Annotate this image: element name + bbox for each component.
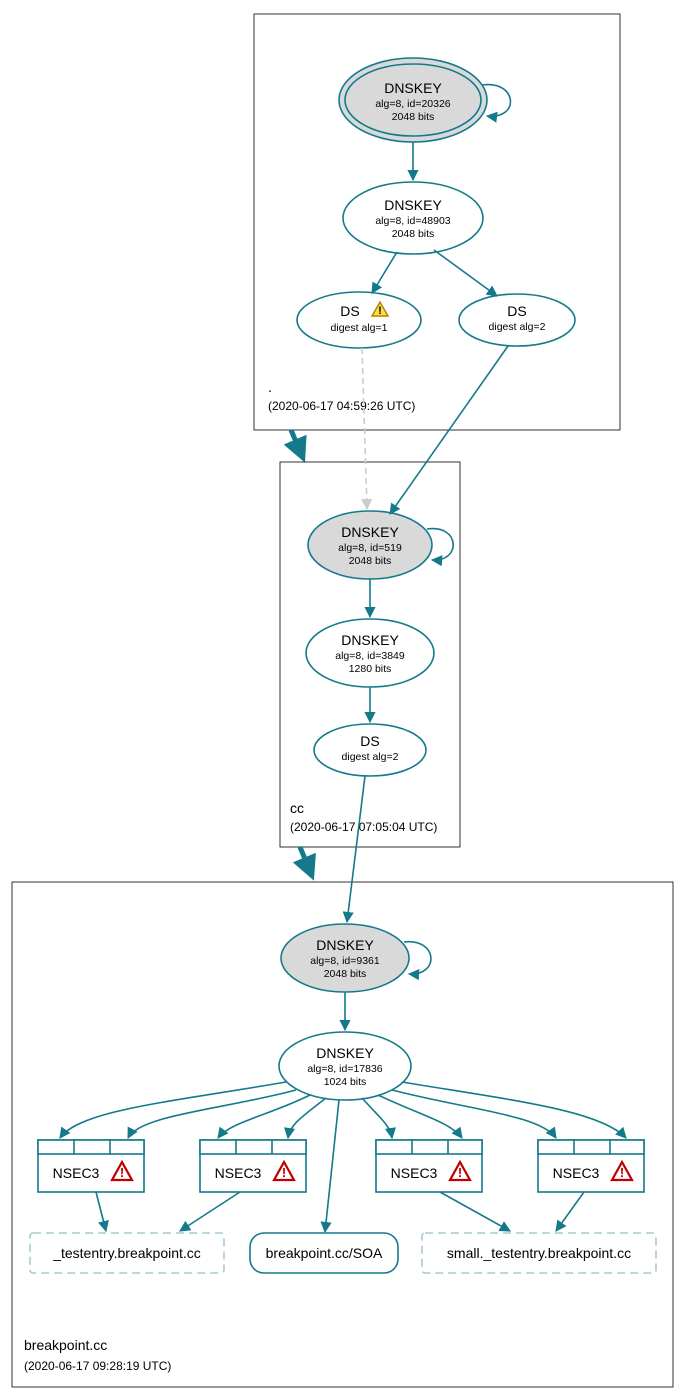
node-cc-zsk: DNSKEY alg=8, id=3849 1280 bits [306,619,434,687]
edge-zone-cc-bp [300,847,312,876]
svg-text:DNSKEY: DNSKEY [384,197,442,213]
svg-text:!: ! [620,1165,624,1180]
svg-text:!: ! [458,1165,462,1180]
zone-bp-time: (2020-06-17 09:28:19 UTC) [24,1359,171,1373]
node-nsec3-1: NSEC3 ! [38,1140,144,1192]
svg-text:alg=8, id=20326: alg=8, id=20326 [375,98,450,110]
svg-text:DNSKEY: DNSKEY [341,632,399,648]
svg-text:DNSKEY: DNSKEY [316,937,374,953]
svg-text:NSEC3: NSEC3 [391,1165,438,1181]
svg-text:alg=8, id=9361: alg=8, id=9361 [310,955,380,967]
svg-text:DS: DS [360,733,379,749]
svg-text:2048 bits: 2048 bits [324,968,367,980]
svg-text:2048 bits: 2048 bits [392,228,435,240]
svg-text:1024 bits: 1024 bits [324,1076,367,1088]
node-bp-zsk: DNSKEY alg=8, id=17836 1024 bits [279,1032,411,1100]
svg-text:alg=8, id=48903: alg=8, id=48903 [375,215,450,227]
svg-text:_testentry.breakpoint.cc: _testentry.breakpoint.cc [52,1245,201,1261]
svg-text:2048 bits: 2048 bits [392,111,435,123]
edge-rootzsk-ds1 [372,252,397,293]
svg-text:alg=8, id=519: alg=8, id=519 [338,542,402,554]
svg-text:!: ! [282,1165,286,1180]
svg-text:alg=8, id=17836: alg=8, id=17836 [307,1063,382,1075]
node-nsec3-2: NSEC3 ! [200,1140,306,1192]
edge-rootzsk-ds2 [434,250,497,296]
edge-bpzsk-soa [325,1100,339,1232]
svg-text:NSEC3: NSEC3 [553,1165,600,1181]
node-root-ksk: DNSKEY alg=8, id=20326 2048 bits [339,58,487,142]
svg-text:DS: DS [507,303,526,319]
svg-text:DNSKEY: DNSKEY [341,524,399,540]
dnssec-graph: . (2020-06-17 04:59:26 UTC) DNSKEY alg=8… [0,0,685,1399]
svg-text:DNSKEY: DNSKEY [316,1045,374,1061]
node-bp-ksk: DNSKEY alg=8, id=9361 2048 bits [281,924,409,992]
svg-text:digest alg=2: digest alg=2 [342,751,399,763]
svg-text:small._testentry.breakpoint.cc: small._testentry.breakpoint.cc [447,1245,631,1261]
svg-text:DS: DS [340,303,359,319]
edge-ds1-ccksk [362,348,367,509]
svg-text:alg=8, id=3849: alg=8, id=3849 [335,650,405,662]
node-root-ds2: DS digest alg=2 [459,294,575,346]
node-cc-ds: DS digest alg=2 [314,724,426,776]
svg-text:NSEC3: NSEC3 [215,1165,262,1181]
svg-text:NSEC3: NSEC3 [53,1165,100,1181]
svg-text:!: ! [120,1165,124,1180]
edge-zone-root-cc [291,430,303,458]
edge-ccds-bpksk [347,776,365,922]
zone-bp-label: breakpoint.cc [24,1337,107,1353]
zone-cc-label: cc [290,800,304,816]
node-nsec3-3: NSEC3 ! [376,1140,482,1192]
node-root-zsk: DNSKEY alg=8, id=48903 2048 bits [343,182,483,254]
zone-root-label: . [268,379,272,395]
zone-cc-time: (2020-06-17 07:05:04 UTC) [290,820,437,834]
svg-text:1280 bits: 1280 bits [349,663,392,675]
svg-text:digest alg=2: digest alg=2 [489,321,546,333]
node-cc-ksk: DNSKEY alg=8, id=519 2048 bits [308,511,432,579]
svg-text:2048 bits: 2048 bits [349,555,392,567]
svg-text:breakpoint.cc/SOA: breakpoint.cc/SOA [266,1245,383,1261]
svg-text:digest alg=1: digest alg=1 [331,322,388,334]
svg-text:DNSKEY: DNSKEY [384,80,442,96]
zone-root-time: (2020-06-17 04:59:26 UTC) [268,399,415,413]
svg-text:!: ! [378,305,382,317]
node-nsec3-4: NSEC3 ! [538,1140,644,1192]
node-root-ds1: DS digest alg=1 ! [297,292,421,348]
